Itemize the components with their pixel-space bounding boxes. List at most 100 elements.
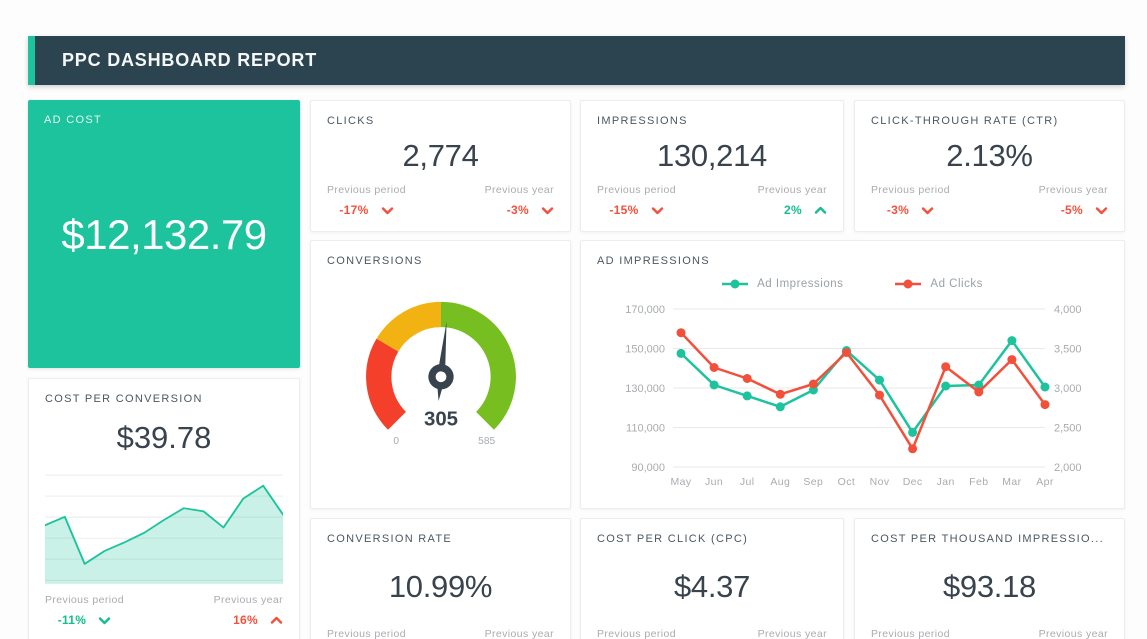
clicks-card: CLICKS 2,774 Previous period -17% Previo… — [310, 100, 571, 232]
svg-text:2,500: 2,500 — [1054, 423, 1082, 435]
svg-text:90,000: 90,000 — [631, 462, 665, 474]
svg-text:3,000: 3,000 — [1054, 383, 1082, 395]
svg-text:4,000: 4,000 — [1054, 304, 1082, 316]
svg-text:0: 0 — [393, 436, 399, 447]
trend-label: Previous year — [484, 184, 554, 196]
ctr-footer: Previous period -3% Previous year -5% — [871, 184, 1108, 217]
cpm-value: $93.18 — [942, 568, 1037, 604]
conversion-rate-card: CONVERSION RATE 10.99% Previous period -… — [310, 518, 571, 639]
cost-per-conversion-value: $39.78 — [116, 420, 212, 456]
ad-impressions-card: AD IMPRESSIONS Ad Impressions Ad Clicks 9… — [580, 240, 1125, 509]
clicks-footer: Previous period -17% Previous year -3% — [327, 184, 554, 217]
conversions-title: CONVERSIONS — [327, 255, 423, 267]
trend-label: Previous year — [757, 628, 827, 639]
svg-text:150,000: 150,000 — [625, 344, 665, 356]
conversions-card: CONVERSIONS 305 0 585 — [310, 240, 571, 509]
trend-label: Previous year — [1038, 628, 1108, 639]
cost-per-conversion-card: COST PER CONVERSION $39.78 Previous peri… — [28, 378, 300, 639]
previous-year-trend: Previous year 16% — [214, 594, 283, 627]
page-title: PPC DASHBOARD REPORT — [62, 50, 318, 70]
svg-text:Oct: Oct — [838, 476, 856, 488]
cost-per-conversion-sparkline — [45, 474, 283, 584]
previous-period-trend: Previous period -15% — [597, 184, 676, 217]
conversion-rate-title: CONVERSION RATE — [327, 533, 453, 545]
trend-caret-icon — [541, 206, 554, 214]
svg-text:Jul: Jul — [740, 476, 755, 488]
svg-text:Sep: Sep — [803, 476, 823, 488]
trend-value: 2% — [784, 203, 802, 217]
header-accent-bar — [28, 36, 35, 85]
ad-impressions-chart: 90,000 2,000 110,000 2,500 130,000 3,000 150,0… — [625, 304, 1082, 488]
legend-item-ad-clicks[interactable]: Ad Clicks — [895, 275, 982, 293]
legend-label: Ad Clicks — [930, 278, 983, 290]
svg-text:2,000: 2,000 — [1054, 462, 1082, 474]
impressions-value: 130,214 — [657, 137, 767, 173]
svg-text:Feb: Feb — [969, 476, 988, 488]
ctr-title: CLICK-THROUGH RATE (CTR) — [871, 115, 1059, 127]
previous-year-trend: Previous year 1% — [485, 628, 554, 639]
svg-text:130,000: 130,000 — [625, 383, 665, 395]
cpm-card: COST PER THOUSAND IMPRESSIO... $93.18 Pr… — [854, 518, 1125, 639]
previous-period-trend: Previous period -15% — [871, 628, 950, 639]
trend-caret-icon — [1095, 206, 1108, 214]
previous-year-trend: Previous year -3% — [485, 184, 554, 217]
clicks-title: CLICKS — [327, 115, 375, 127]
conversions-gauge-chart: 305 0 585 — [365, 301, 516, 447]
cpc-title: COST PER CLICK (CPC) — [597, 533, 749, 545]
cpc-value: $4.37 — [673, 568, 751, 604]
svg-text:3,500: 3,500 — [1054, 344, 1082, 356]
trend-value: -17% — [339, 203, 369, 217]
trend-value: -3% — [886, 203, 910, 217]
svg-text:170,000: 170,000 — [625, 304, 665, 316]
previous-period-trend: Previous period -2% — [327, 628, 406, 639]
trend-caret-icon — [921, 206, 934, 214]
trend-label: Previous year — [1038, 184, 1108, 196]
previous-period-trend: Previous period -17% — [327, 184, 406, 217]
ad-cost-value: $12,132.79 — [61, 210, 267, 258]
cpm-title: COST PER THOUSAND IMPRESSIO... — [871, 533, 1104, 545]
svg-text:Jun: Jun — [705, 476, 723, 488]
previous-period-trend: Previous period -11% — [45, 594, 124, 627]
trend-value: -11% — [57, 613, 87, 627]
previous-year-trend: Previous year 11% — [1039, 628, 1108, 639]
ad-impressions-title: AD IMPRESSIONS — [597, 255, 710, 267]
cost-per-conversion-title: COST PER CONVERSION — [45, 393, 203, 405]
clicks-value: 2,774 — [402, 137, 479, 173]
svg-text:May: May — [670, 476, 691, 488]
svg-text:305: 305 — [423, 408, 457, 430]
trend-label: Previous period — [597, 184, 676, 196]
legend-item-ad-impressions[interactable]: Ad Impressions — [722, 275, 843, 293]
trend-caret-icon — [381, 206, 393, 214]
cpm-footer: Previous period -15% Previous year 11% — [871, 628, 1108, 639]
trend-value: 16% — [233, 613, 258, 627]
ad-cost-card: AD COST $12,132.79 — [28, 100, 300, 368]
svg-text:110,000: 110,000 — [626, 423, 665, 435]
svg-text:Mar: Mar — [1002, 476, 1021, 488]
trend-caret-icon — [270, 616, 283, 624]
trend-caret-icon — [99, 616, 111, 624]
conversion-rate-footer: Previous period -2% Previous year 1% — [327, 628, 554, 639]
trend-label: Previous year — [213, 594, 283, 606]
impressions-card: IMPRESSIONS 130,214 Previous period -15%… — [580, 100, 844, 232]
trend-value: -15% — [609, 203, 639, 217]
cpc-card: COST PER CLICK (CPC) $4.37 Previous peri… — [580, 518, 844, 639]
trend-value: -5% — [1060, 203, 1083, 217]
trend-label: Previous period — [597, 628, 676, 639]
legend-label: Ad Impressions — [757, 278, 844, 290]
previous-year-trend: Previous year 2% — [758, 184, 827, 217]
trend-value: -3% — [506, 203, 529, 217]
trend-label: Previous year — [484, 628, 554, 639]
svg-text:Dec: Dec — [903, 476, 923, 488]
ctr-value: 2.13% — [946, 137, 1033, 173]
svg-text:Jan: Jan — [937, 476, 955, 488]
svg-text:Aug: Aug — [770, 476, 790, 488]
trend-label: Previous period — [871, 628, 950, 639]
svg-text:Apr: Apr — [1036, 476, 1054, 488]
trend-label: Previous period — [45, 594, 124, 606]
trend-label: Previous period — [327, 184, 406, 196]
conversion-rate-value: 10.99% — [388, 568, 493, 604]
trend-caret-icon — [814, 206, 827, 214]
ad-cost-title: AD COST — [44, 114, 102, 126]
previous-year-trend: Previous year 17% — [758, 628, 827, 639]
